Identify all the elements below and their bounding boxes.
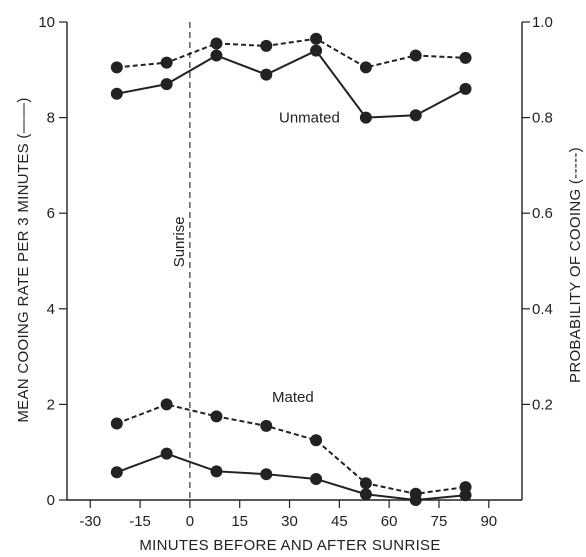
y-axis-left-title: MEAN COOING RATE PER 3 MINUTES (——) (15, 97, 32, 422)
data-point (110, 466, 123, 479)
data-point (260, 468, 273, 481)
series-line-2-solid (116, 452, 466, 502)
x-tick-label: -15 (129, 513, 151, 530)
x-tick-label: 75 (431, 513, 448, 530)
data-point (310, 434, 323, 447)
x-tick-label: 45 (331, 513, 348, 530)
data-point (160, 78, 173, 91)
y-left-tick-label: 10 (38, 14, 55, 31)
y-left-tick-label: 0 (47, 492, 55, 509)
data-point (110, 87, 123, 100)
data-point (310, 472, 323, 485)
data-point (409, 109, 422, 122)
x-tick-label: 30 (281, 513, 298, 530)
sunrise-marker: Sunrise (171, 22, 191, 500)
y-left-tick-label: 6 (47, 205, 55, 222)
data-point (210, 37, 223, 50)
data-point (459, 481, 472, 494)
data-point (260, 419, 273, 432)
y-right-tick-label: 0.4 (532, 301, 553, 318)
series-line-1-dashed (116, 37, 466, 69)
data-point (459, 82, 472, 95)
sunrise-label: Sunrise (171, 216, 188, 267)
data-point (260, 39, 273, 52)
data-point (459, 51, 472, 64)
data-point (210, 465, 223, 478)
series-line-0-solid (116, 49, 467, 119)
annotation-mated: Mated (272, 389, 314, 406)
data-point (260, 68, 273, 81)
data-point (210, 49, 223, 62)
annotation-unmated: Unmated (279, 109, 340, 126)
data-point (110, 61, 123, 74)
data-point (160, 398, 173, 411)
y-right-tick-label: 0.6 (532, 205, 553, 222)
x-tick-label: 15 (231, 513, 248, 530)
data-point (310, 44, 323, 57)
x-tick-label: -30 (79, 513, 101, 530)
data-point (160, 56, 173, 69)
y-axis-right-title: PROBABILITY OF COOING (-----) (567, 147, 584, 383)
x-tick-label: 90 (480, 513, 497, 530)
y-right-tick-label: 0.8 (532, 110, 553, 127)
data-point (110, 417, 123, 430)
y-left-tick-label: 4 (47, 301, 55, 318)
y-left-tick-label: 8 (47, 110, 55, 127)
data-point (409, 49, 422, 62)
data-point (359, 111, 372, 124)
x-tick-label: 0 (186, 513, 194, 530)
annotations: Unmated Mated (272, 109, 340, 406)
axes (66, 22, 523, 501)
x-tick-label: 60 (381, 513, 398, 530)
y-right-tick-label: 0.2 (532, 396, 553, 413)
data-point (160, 447, 173, 460)
data-point (359, 477, 372, 490)
y-right-tick-label: 1.0 (532, 14, 553, 31)
data-point (210, 410, 223, 423)
x-axis-title: MINUTES BEFORE AND AFTER SUNRISE (139, 537, 440, 554)
data-point (359, 61, 372, 74)
data-point (359, 488, 372, 501)
series-group (110, 32, 472, 506)
y-left-tick-label: 2 (47, 396, 55, 413)
ticks: -30 -15 0 15 30 45 60 75 90 0 2 4 6 8 10 0.2 0.4 0.6 0.8 1.… (38, 14, 553, 530)
series-line-3-dashed (116, 403, 466, 495)
data-point (409, 487, 422, 500)
data-point (310, 32, 323, 45)
